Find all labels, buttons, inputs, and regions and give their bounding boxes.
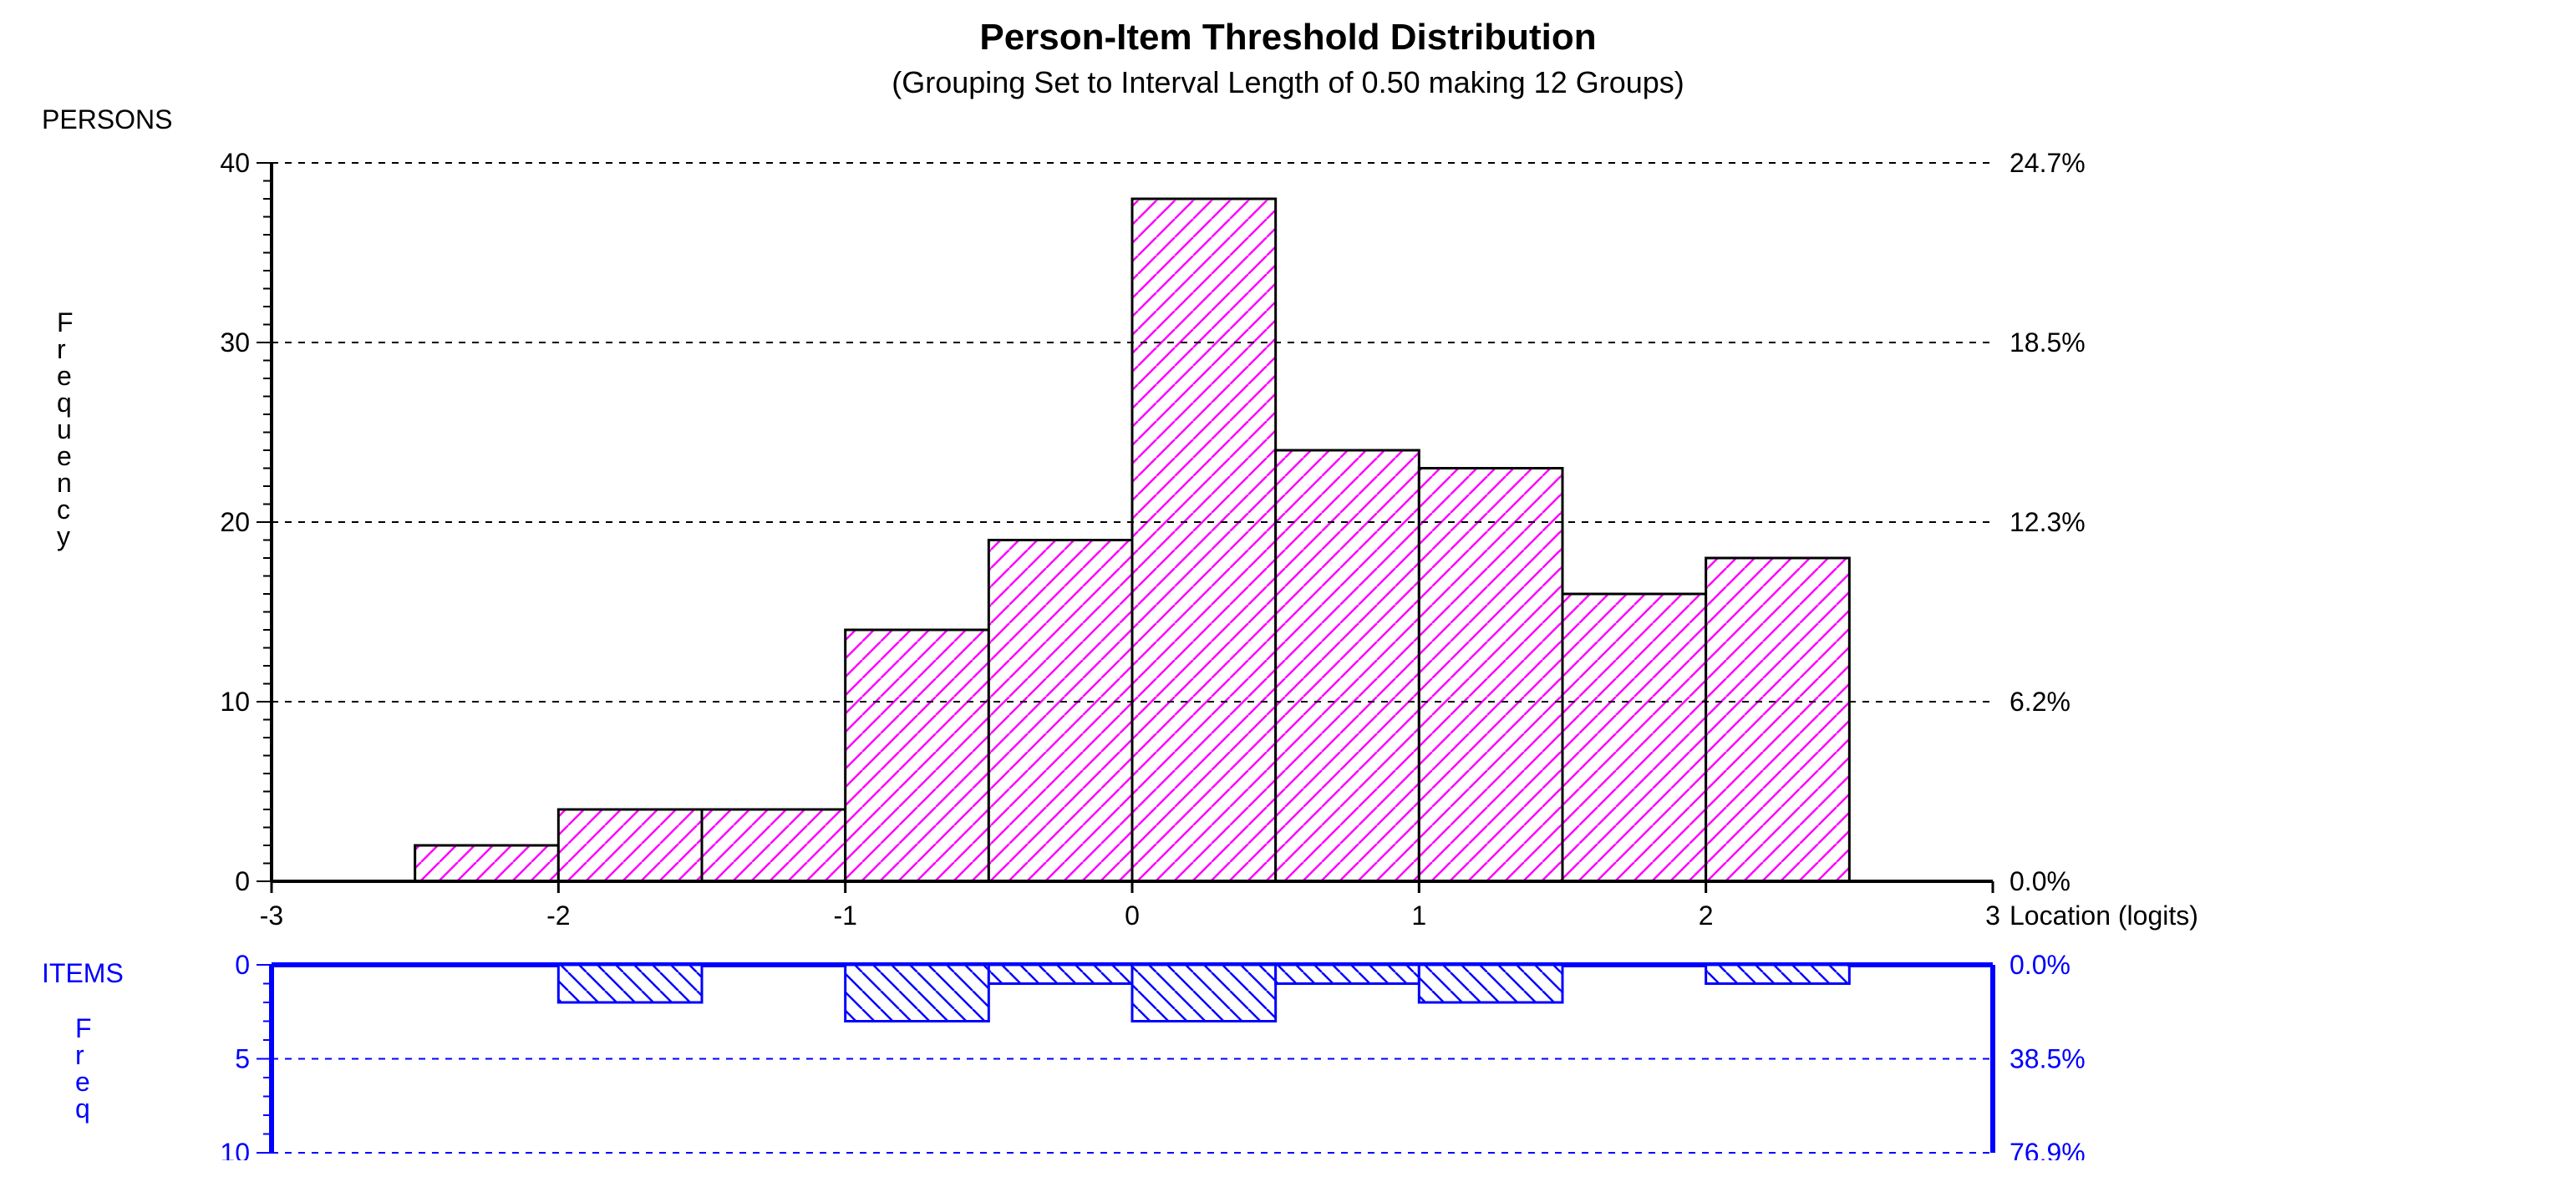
- persons-bar: [558, 809, 702, 881]
- items-bar: [988, 965, 1132, 984]
- items-ylabel: Freq: [75, 1015, 92, 1122]
- persons-bar: [1562, 594, 1706, 881]
- items-bar: [846, 965, 989, 1022]
- persons-bar: [1276, 450, 1420, 881]
- items-right-label: 76.9%: [2009, 1138, 2086, 1160]
- persons-bar: [702, 809, 846, 881]
- items-bar: [1419, 965, 1562, 1002]
- x-tick-label: 1: [1411, 901, 1426, 931]
- persons-ytick-label: 10: [220, 687, 250, 717]
- chart-container: Person-Item Threshold Distribution (Grou…: [17, 17, 2559, 1160]
- persons-ytick-label: 30: [220, 327, 250, 358]
- persons-bar: [1706, 558, 1850, 881]
- persons-right-label: 12.3%: [2009, 507, 2086, 537]
- persons-right-label: 18.5%: [2009, 327, 2086, 358]
- persons-ylabel: Frequency: [57, 309, 74, 550]
- persons-bar: [988, 540, 1132, 882]
- persons-bar: [1419, 469, 1562, 882]
- x-axis-label: Location (logits): [2009, 901, 2198, 931]
- x-tick-label: -2: [546, 901, 570, 931]
- items-right-label: 38.5%: [2009, 1044, 2086, 1074]
- x-tick-label: 3: [1985, 901, 2000, 931]
- items-bar: [558, 965, 702, 1002]
- items-section-label: ITEMS: [42, 958, 124, 989]
- items-ytick-label: 0: [235, 950, 250, 980]
- persons-section-label: PERSONS: [42, 104, 172, 135]
- persons-bar: [1132, 199, 1276, 881]
- persons-right-label: 6.2%: [2009, 687, 2070, 717]
- chart-svg: 01020304024.7%18.5%12.3%6.2%0.0%-3-2-101…: [17, 17, 2559, 1160]
- x-tick-label: -1: [833, 901, 856, 931]
- x-tick-label: 2: [1699, 901, 1714, 931]
- persons-ytick-label: 40: [220, 148, 250, 178]
- x-tick-label: 0: [1125, 901, 1140, 931]
- persons-right-label: 0.0%: [2009, 866, 2070, 896]
- items-bar: [1276, 965, 1420, 984]
- persons-ytick-label: 0: [235, 866, 250, 896]
- items-right-label: 0.0%: [2009, 950, 2070, 980]
- items-bar: [1706, 965, 1850, 984]
- persons-ytick-label: 20: [220, 507, 250, 537]
- persons-bar: [846, 630, 989, 881]
- items-ytick-label: 10: [220, 1138, 250, 1160]
- items-bar: [1132, 965, 1276, 1022]
- persons-bar: [415, 845, 559, 881]
- x-tick-label: -3: [260, 901, 283, 931]
- persons-right-label: 24.7%: [2009, 148, 2086, 178]
- items-ytick-label: 5: [235, 1044, 250, 1074]
